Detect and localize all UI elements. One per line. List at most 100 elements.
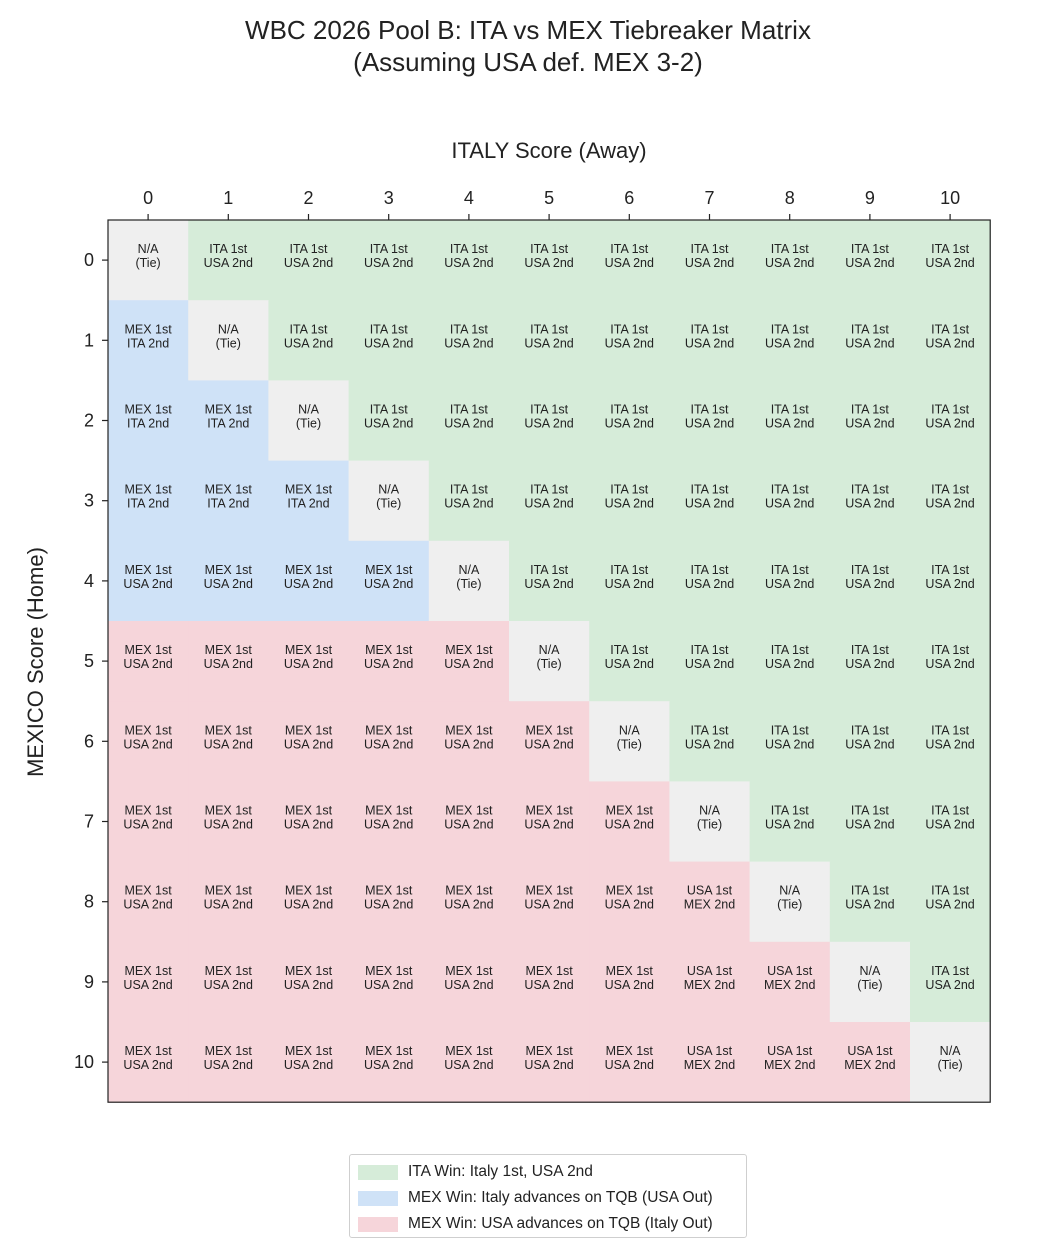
heatmap-cell: N/A(Tie) xyxy=(589,701,670,782)
cell-label: (Tie) xyxy=(135,256,160,270)
cell-fill xyxy=(829,861,911,943)
cell-label: MEX 1st xyxy=(205,804,253,818)
cell-label: USA 2nd xyxy=(685,657,734,671)
cell-fill xyxy=(108,460,189,542)
cell-fill xyxy=(509,220,590,301)
cell-fill xyxy=(829,300,911,381)
cell-label: MEX 1st xyxy=(445,964,493,978)
cell-fill xyxy=(749,1022,831,1103)
cell-label: USA 2nd xyxy=(123,1058,172,1072)
cell-fill xyxy=(428,621,510,702)
y-tick-label: 2 xyxy=(84,411,94,431)
cell-label: USA 2nd xyxy=(765,497,814,511)
cell-label: ITA 1st xyxy=(610,563,649,577)
cell-fill xyxy=(348,460,430,542)
cell-label: USA 2nd xyxy=(204,737,253,751)
heatmap-cell: N/A(Tie) xyxy=(188,300,269,381)
cell-label: USA 2nd xyxy=(364,336,413,350)
cell-label: ITA 1st xyxy=(370,322,409,336)
cell-label: ITA 2nd xyxy=(127,497,169,511)
cell-label: USA 2nd xyxy=(685,417,734,431)
cell-label: USA 2nd xyxy=(204,657,253,671)
cell-label: (Tie) xyxy=(456,577,481,591)
cell-fill xyxy=(509,380,590,462)
cell-fill xyxy=(348,941,430,1023)
cell-fill xyxy=(108,1022,189,1103)
plot-border xyxy=(107,219,991,1103)
cell-label: USA 2nd xyxy=(444,1058,493,1072)
cell-fill xyxy=(108,621,189,702)
cell-label: USA 1st xyxy=(767,964,813,978)
cell-fill xyxy=(188,941,269,1023)
cell-label: ITA 1st xyxy=(851,884,890,898)
cell-fill xyxy=(749,861,831,943)
cell-label: MEX 1st xyxy=(365,804,413,818)
cell-label: ITA 2nd xyxy=(127,336,169,350)
cell-fill xyxy=(669,781,751,863)
cell-fill xyxy=(268,701,350,782)
cell-label: USA 1st xyxy=(687,1044,733,1058)
cell-label: USA 2nd xyxy=(284,818,333,832)
cell-label: ITA 1st xyxy=(691,322,730,336)
cell-fill xyxy=(188,220,269,301)
cell-fill xyxy=(749,941,831,1023)
cell-label: USA 2nd xyxy=(685,336,734,350)
cell-label: USA 2nd xyxy=(845,417,894,431)
cell-label: ITA 1st xyxy=(691,563,730,577)
cell-fill xyxy=(910,701,991,782)
cell-label: MEX 2nd xyxy=(684,1058,735,1072)
cell-fill xyxy=(910,861,991,943)
cell-label: MEX 1st xyxy=(285,483,333,497)
cell-label: USA 2nd xyxy=(685,256,734,270)
cell-label: USA 2nd xyxy=(444,657,493,671)
cell-label: USA 2nd xyxy=(605,417,654,431)
cell-fill xyxy=(188,621,269,702)
cell-label: N/A xyxy=(218,322,240,336)
chart-title: WBC 2026 Pool B: ITA vs MEX Tiebreaker M… xyxy=(0,14,1056,78)
cell-label: ITA 1st xyxy=(610,322,649,336)
cell-label: USA 2nd xyxy=(123,818,172,832)
cell-fill xyxy=(910,621,991,702)
cell-fill xyxy=(108,540,189,622)
cell-label: ITA 1st xyxy=(931,483,970,497)
cell-label: MEX 1st xyxy=(124,563,172,577)
cell-fill xyxy=(348,861,430,943)
cell-label: USA 2nd xyxy=(685,577,734,591)
cell-label: ITA 1st xyxy=(450,483,489,497)
cell-label: ITA 1st xyxy=(290,322,329,336)
cell-label: USA 2nd xyxy=(925,818,974,832)
cell-fill xyxy=(749,380,831,462)
cell-label: USA 2nd xyxy=(925,898,974,912)
cell-label: ITA 1st xyxy=(610,403,649,417)
cell-label: USA 2nd xyxy=(765,818,814,832)
cell-fill xyxy=(268,621,350,702)
heatmap-cell: N/A(Tie) xyxy=(428,540,510,622)
cell-label: USA 2nd xyxy=(284,737,333,751)
y-tick-label: 9 xyxy=(84,972,94,992)
cell-label: MEX 1st xyxy=(606,1044,654,1058)
cell-label: MEX 1st xyxy=(285,964,333,978)
cell-fill xyxy=(910,941,991,1023)
cell-label: USA 2nd xyxy=(605,657,654,671)
cell-fill xyxy=(268,1022,350,1103)
